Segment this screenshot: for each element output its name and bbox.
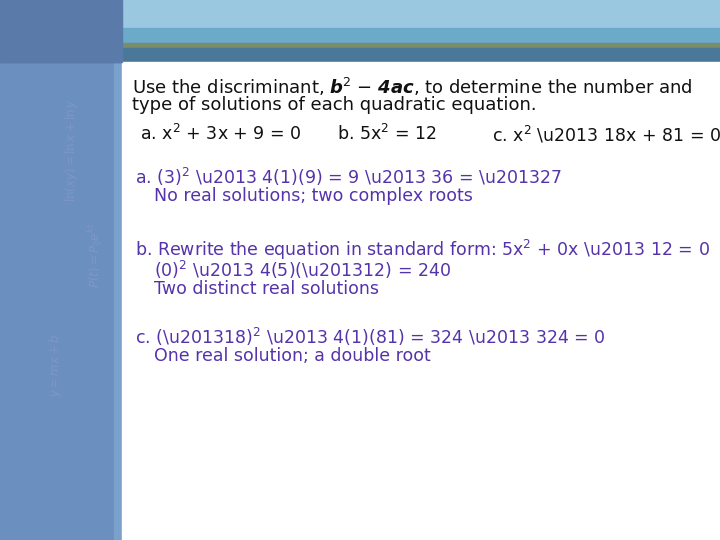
Bar [122, 62, 720, 540]
Text: $y = mx + b$: $y = mx + b$ [47, 333, 63, 397]
Text: $P(t) = P_0 e^{kt}$: $P(t) = P_0 e^{kt}$ [86, 222, 104, 288]
Text: a. x$^2$ + 3x + 9 = 0: a. x$^2$ + 3x + 9 = 0 [140, 124, 302, 144]
Text: b. 5x$^2$ = 12: b. 5x$^2$ = 12 [337, 124, 437, 144]
Text: c. (\u201318)$^2$ \u2013 4(1)(81) = 324 \u2013 324 = 0: c. (\u201318)$^2$ \u2013 4(1)(81) = 324 … [135, 326, 606, 348]
Bar [0, 0, 720, 28]
Text: One real solution; a double root: One real solution; a double root [154, 347, 431, 365]
Bar [0, 49, 720, 62]
Text: (0)$^2$ \u2013 4(5)(\u201312) = 240: (0)$^2$ \u2013 4(5)(\u201312) = 240 [154, 259, 451, 281]
Bar [0, 62, 122, 540]
Text: Two distinct real solutions: Two distinct real solutions [154, 280, 379, 298]
Text: type of solutions of each quadratic equation.: type of solutions of each quadratic equa… [132, 96, 536, 114]
Text: Use the discriminant, $\bfit{b}$$^2$ $-$ $\bfit{4ac}$, to determine the number a: Use the discriminant, $\bfit{b}$$^2$ $-$… [132, 76, 693, 98]
Bar [0, 0, 122, 62]
Text: a. (3)$^2$ \u2013 4(1)(9) = 9 \u2013 36 = \u201327: a. (3)$^2$ \u2013 4(1)(9) = 9 \u2013 36 … [135, 166, 562, 188]
Text: No real solutions; two complex roots: No real solutions; two complex roots [154, 187, 473, 205]
Text: b. Rewrite the equation in standard form: 5x$^2$ + 0x \u2013 12 = 0: b. Rewrite the equation in standard form… [135, 238, 710, 262]
Bar [0, 43, 720, 49]
Bar [114, 62, 122, 540]
Text: c. x$^2$ \u2013 18x + 81 = 0: c. x$^2$ \u2013 18x + 81 = 0 [492, 124, 720, 145]
Text: $\ln(xy) = \ln x + \ln y$: $\ln(xy) = \ln x + \ln y$ [63, 98, 81, 202]
Bar [0, 28, 720, 43]
